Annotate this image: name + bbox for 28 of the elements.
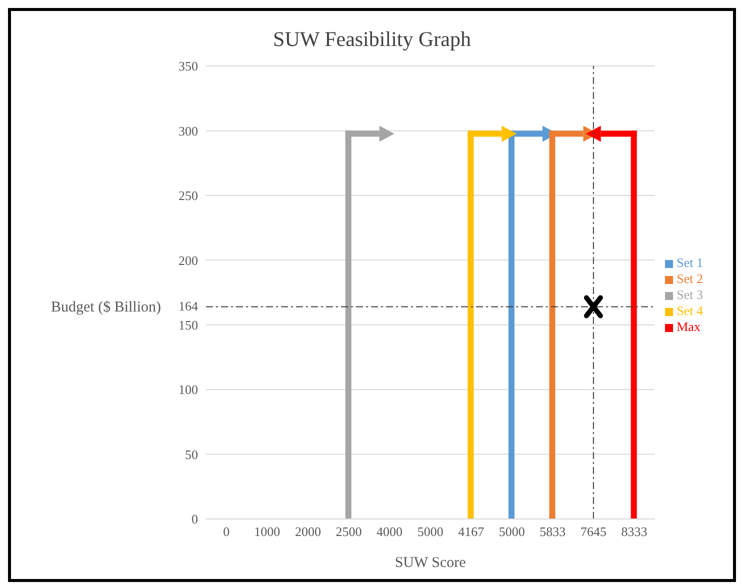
y-tick-label: 50 <box>185 446 198 462</box>
x-tick-label: 5000 <box>498 524 525 540</box>
x-tick-label: 8333 <box>621 524 648 540</box>
y-tick-label: 0 <box>192 512 198 527</box>
chart-title: SUW Feasibility Graph <box>272 27 472 52</box>
x-tick-label: 2000 <box>294 524 321 540</box>
x-tick-label: 0 <box>223 524 230 540</box>
y-tick-label: 350 <box>178 58 198 74</box>
legend-label: Max <box>676 319 700 334</box>
ref-line-label: 164 <box>178 298 198 314</box>
y-tick-label: 200 <box>178 252 198 268</box>
x-tick-label: 4167 <box>458 524 485 540</box>
y-tick-label: 250 <box>178 188 198 204</box>
x-tick-label: 2500 <box>336 524 362 540</box>
legend-label: Set 1 <box>676 255 703 270</box>
x-tick-label: 7645 <box>580 524 606 540</box>
y-tick-label: 100 <box>178 382 198 398</box>
x-tick-label: 1000 <box>254 524 280 540</box>
y-tick-label: 300 <box>178 123 198 138</box>
legend-label: Set 2 <box>676 271 703 286</box>
x-tick-label: 4000 <box>376 524 403 540</box>
x-tick-label: 5833 <box>540 524 566 540</box>
legend-label: Set 4 <box>676 303 703 318</box>
x-tick-label: 5000 <box>417 524 444 540</box>
x-axis-title: SUW Score <box>394 555 466 571</box>
y-axis-title: Budget ($ Billion) <box>51 300 161 316</box>
legend-label: Set 3 <box>676 287 703 302</box>
y-tick-label: 150 <box>178 317 198 332</box>
